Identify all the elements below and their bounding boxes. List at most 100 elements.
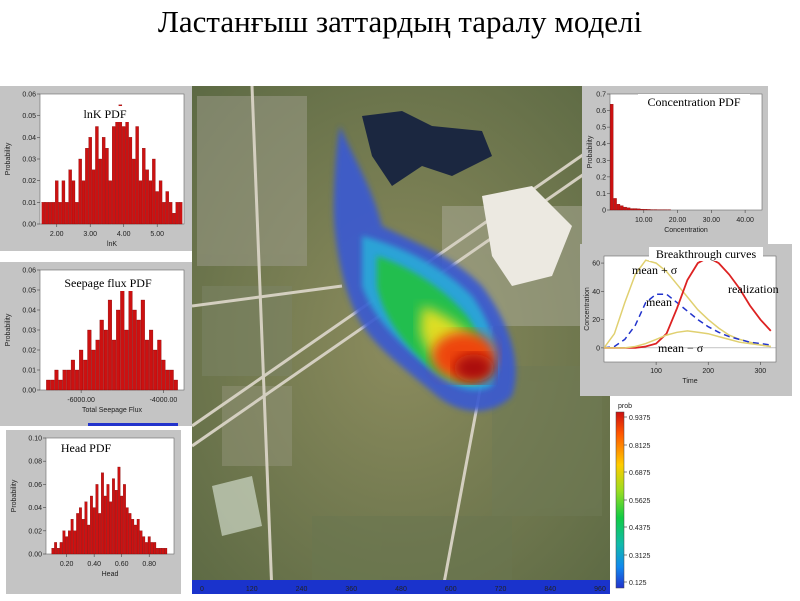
x-axis-label: Head <box>102 571 119 578</box>
series-label: mean <box>646 295 672 309</box>
bar <box>169 202 172 224</box>
bar <box>50 380 54 390</box>
bar <box>152 159 155 224</box>
bar <box>49 202 52 224</box>
y-tick-label: 40 <box>592 289 600 296</box>
bar <box>149 181 152 224</box>
bar <box>156 548 158 554</box>
bar <box>134 525 136 554</box>
bar <box>76 513 78 554</box>
bar <box>46 380 50 390</box>
bar <box>165 548 167 554</box>
bar <box>146 170 149 224</box>
y-tick-label: 0.02 <box>22 348 36 355</box>
y-tick-label: 0.7 <box>596 92 606 99</box>
bar <box>142 537 144 554</box>
bar <box>89 137 92 224</box>
y-tick-label: 0.6 <box>596 108 606 115</box>
x-tick-label: 300 <box>755 368 767 375</box>
scale-tick-label: 120 <box>246 586 258 593</box>
scale-tick-label: 720 <box>495 586 507 593</box>
scale-tick-label: 600 <box>445 586 457 593</box>
bar <box>159 548 161 554</box>
bar <box>634 209 637 210</box>
bar <box>71 360 75 390</box>
y-tick-label: 0 <box>602 208 606 215</box>
chart-title: lnK PDF <box>83 107 126 121</box>
y-axis-label: Probability <box>587 135 594 168</box>
scale-tick-label: 840 <box>544 586 556 593</box>
y-tick-label: 0.01 <box>22 200 36 207</box>
x-tick-label: 3.00 <box>83 231 97 238</box>
chart-title: Seepage flux PDF <box>64 276 152 290</box>
y-tick-label: 0 <box>596 345 600 352</box>
bar <box>65 537 67 554</box>
scale-tick-label: 360 <box>345 586 357 593</box>
x-tick-label: 0.40 <box>87 561 101 568</box>
x-axis-label: lnK <box>107 241 117 248</box>
x-tick-label: 200 <box>702 368 714 375</box>
legend-label: prob <box>618 403 632 410</box>
bar <box>123 484 125 554</box>
bar <box>159 181 162 224</box>
bar <box>52 202 55 224</box>
bar <box>137 519 139 554</box>
bar <box>179 202 182 224</box>
bar <box>156 192 159 225</box>
legend-ticks: 0.93750.81250.68750.56250.43750.31250.12… <box>624 415 651 587</box>
y-tick-label: 0.4 <box>596 141 606 148</box>
bar <box>112 479 114 554</box>
y-tick-label: 0.02 <box>28 528 42 535</box>
bar <box>176 202 179 224</box>
bar <box>132 159 135 224</box>
y-tick-label: 0.04 <box>22 135 36 142</box>
legend-tick-label: 0.4375 <box>629 525 651 532</box>
x-axis-label: Total Seepage Flux <box>82 407 142 414</box>
bar <box>75 202 78 224</box>
bar <box>620 206 623 210</box>
scale-tick-label: 960 <box>594 586 606 593</box>
bar <box>69 170 72 224</box>
bar <box>83 360 87 390</box>
scale-tick-label: 0 <box>200 586 204 593</box>
x-tick-label: 2.00 <box>50 231 64 238</box>
bar <box>109 502 111 554</box>
legend-colorbar <box>616 412 624 588</box>
y-tick-label: 0.02 <box>22 178 36 185</box>
y-tick-label: 0.00 <box>28 552 42 559</box>
y-tick-label: 60 <box>592 261 600 268</box>
bar <box>108 300 112 390</box>
bar <box>52 548 54 554</box>
bar <box>112 127 115 225</box>
legend-tick-label: 0.8125 <box>629 443 651 450</box>
x-axis-label: Time <box>682 378 697 385</box>
bar <box>162 202 165 224</box>
bar <box>641 209 644 210</box>
y-tick-label: 0.04 <box>28 505 42 512</box>
bar <box>162 360 166 390</box>
x-axis-label: Concentration <box>664 227 708 234</box>
series-label: realization <box>728 282 779 296</box>
bar <box>139 181 142 224</box>
bar <box>96 340 100 390</box>
y-tick-label: 0.00 <box>22 222 36 229</box>
y-tick-label: 0.06 <box>28 482 42 489</box>
highlight-bar <box>88 423 178 426</box>
y-tick-label: 0.1 <box>596 191 606 198</box>
bar <box>62 181 65 224</box>
bar <box>129 280 133 390</box>
bar <box>119 105 122 224</box>
bar <box>647 209 650 210</box>
bar <box>627 208 630 210</box>
scale-tick-label: 240 <box>296 586 308 593</box>
bar <box>136 127 139 225</box>
x-tick-label: 0.60 <box>115 561 129 568</box>
bar <box>88 330 92 390</box>
x-tick-label: 0.20 <box>60 561 74 568</box>
bar <box>149 330 153 390</box>
